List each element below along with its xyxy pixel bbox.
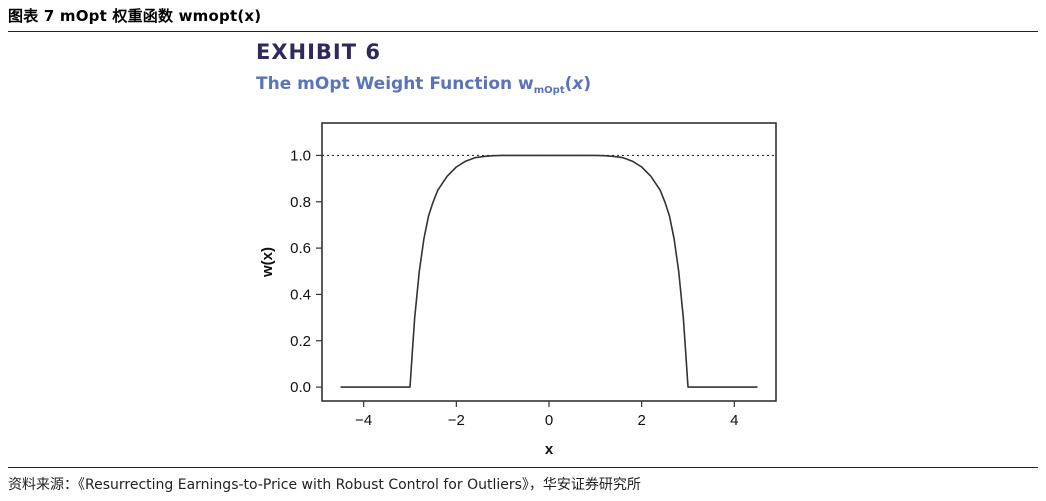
plot-frame — [321, 122, 777, 402]
chart-subtitle: The mOpt Weight Function wmOpt(x) — [256, 74, 591, 96]
y-tick-label: 0.6 — [290, 240, 311, 257]
x-tick-label: 0 — [545, 412, 553, 429]
y-axis-title: w(x) — [259, 247, 276, 278]
y-tick-label: 0.2 — [290, 333, 311, 350]
bottom-divider — [8, 467, 1038, 468]
subtitle-subscript: mOpt — [533, 85, 565, 96]
exhibit-label: EXHIBIT 6 — [256, 40, 381, 64]
subtitle-paren-open: ( — [564, 74, 573, 94]
y-tick-label: 1.0 — [290, 147, 311, 164]
figure-caption: 图表 7 mOpt 权重函数 wmopt(x) — [8, 7, 262, 25]
y-tick-label: 0.8 — [290, 194, 311, 211]
x-axis-title: x — [545, 441, 554, 458]
x-tick-label: −4 — [355, 412, 372, 429]
top-divider — [8, 31, 1038, 32]
y-tick-label: 0.4 — [290, 286, 311, 303]
series-line-0 — [340, 154, 758, 388]
x-tick-label: 2 — [637, 412, 645, 429]
x-tick-label: 4 — [730, 412, 738, 429]
y-tick-label: 0.0 — [290, 379, 311, 396]
subtitle-variable: x — [572, 74, 584, 94]
source-note: 资料来源：《Resurrecting Earnings-to-Price wit… — [8, 477, 641, 493]
subtitle-main: The mOpt Weight Function w — [256, 74, 534, 94]
subtitle-paren-close: ) — [583, 74, 592, 94]
x-tick-label: −2 — [448, 412, 465, 429]
